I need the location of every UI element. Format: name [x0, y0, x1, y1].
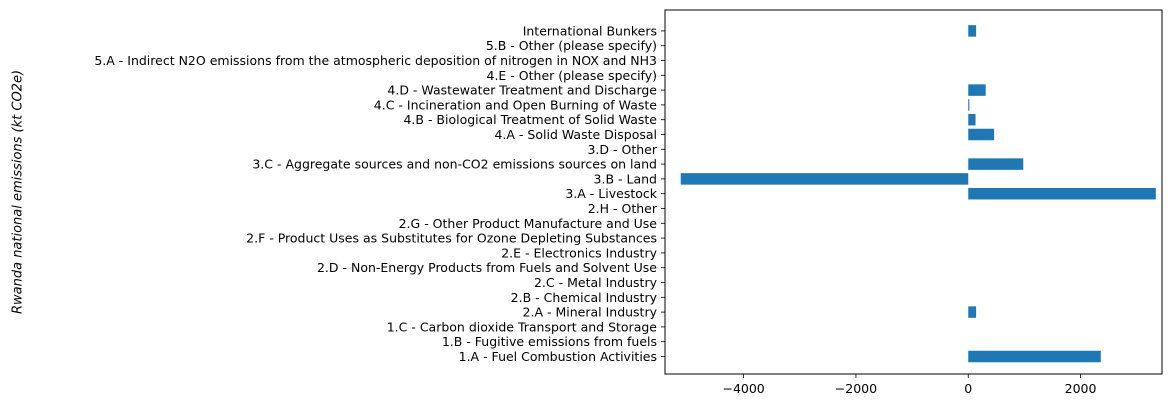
y-tick-label: 4.B - Biological Treatment of Solid Wast…	[403, 112, 657, 127]
y-tick-label: 1.A - Fuel Combustion Activities	[459, 349, 657, 364]
y-tick-label: 4.D - Wastewater Treatment and Discharge	[387, 83, 657, 98]
bar	[968, 84, 986, 96]
y-tick-label: 2.G - Other Product Manufacture and Use	[399, 216, 658, 231]
bar	[968, 306, 977, 318]
x-tick-label: 0	[964, 381, 972, 396]
y-tick-label: 1.B - Fugitive emissions from fuels	[442, 334, 657, 349]
bar	[968, 99, 970, 111]
y-tick-label: 4.A - Solid Waste Disposal	[494, 127, 657, 142]
y-tick-label: 5.A - Indirect N2O emissions from the at…	[94, 53, 657, 68]
y-tick-label: 2.H - Other	[588, 201, 658, 216]
plot-area-frame	[664, 9, 1163, 375]
y-tick-label: 3.C - Aggregate sources and non-CO2 emis…	[252, 157, 657, 172]
y-tick-label: International Bunkers	[523, 23, 657, 38]
bar	[968, 25, 977, 37]
y-tick-label: 3.B - Land	[594, 171, 657, 186]
bars-group	[680, 25, 1156, 363]
bar	[968, 187, 1156, 200]
x-axis-ticks: −4000 −2000 0 2000	[722, 374, 1097, 396]
bar	[968, 350, 1101, 363]
bar	[968, 113, 976, 126]
y-tick-label: 1.C - Carbon dioxide Transport and Stora…	[387, 319, 658, 334]
y-tick-label: 2.C - Metal Industry	[534, 275, 658, 290]
y-tick-label: 3.D - Other	[587, 142, 657, 157]
x-tick-label: 2000	[1065, 381, 1097, 396]
bar	[968, 158, 1024, 170]
bar	[968, 128, 995, 141]
y-tick-label: 2.F - Product Uses as Substitutes for Oz…	[246, 231, 657, 246]
y-tick-label: 2.E - Electronics Industry	[501, 245, 657, 260]
y-tick-label: 2.A - Mineral Industry	[523, 305, 658, 320]
y-tick-label: 4.E - Other (please specify)	[487, 68, 658, 83]
y-tick-label: 5.B - Other (please specify)	[486, 38, 657, 53]
bar	[680, 173, 969, 185]
y-tick-label: 3.A - Livestock	[565, 186, 657, 201]
y-tick-label: 2.B - Chemical Industry	[511, 290, 658, 305]
y-tick-label: 2.D - Non-Energy Products from Fuels and…	[317, 260, 657, 275]
x-tick-label: −2000	[835, 381, 877, 396]
y-tick-label: 4.C - Incineration and Open Burning of W…	[374, 97, 658, 112]
y-axis-title: Rwanda national emissions (kt CO2e)	[11, 70, 26, 314]
x-tick-label: −4000	[722, 381, 764, 396]
